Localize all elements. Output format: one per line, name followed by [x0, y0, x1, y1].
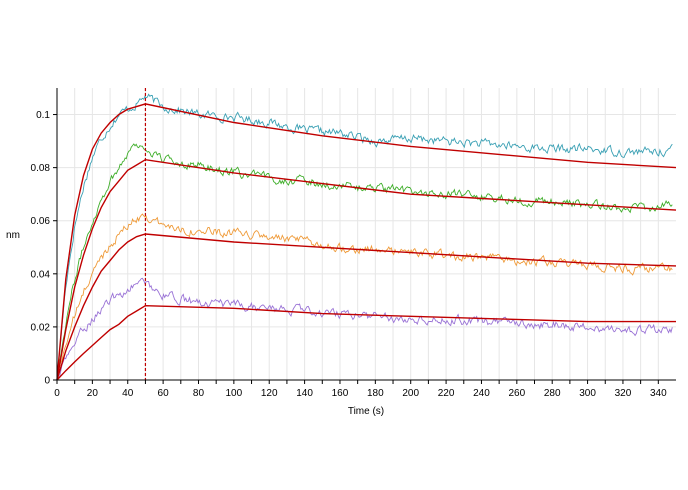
measured-trace: [56, 143, 673, 381]
y-tick-label: 0: [44, 376, 50, 387]
x-tick-label: 180: [367, 388, 384, 399]
x-tick-label: 300: [579, 388, 596, 399]
y-tick-label: 0.04: [31, 269, 51, 280]
fit-curve: [56, 233, 677, 381]
x-tick-label: 340: [650, 388, 667, 399]
fit-curve: [56, 103, 677, 381]
measured-trace: [56, 93, 673, 381]
x-tick-label: 240: [473, 388, 490, 399]
x-tick-label: 60: [158, 388, 170, 399]
y-tick-label: 0.08: [31, 163, 51, 174]
x-tick-label: 280: [544, 388, 561, 399]
x-tick-label: 260: [508, 388, 525, 399]
x-tick-label: 220: [438, 388, 455, 399]
fit-curves-group: [56, 103, 677, 381]
y-tick-label: 0.06: [31, 216, 51, 227]
x-tick-label: 0: [54, 388, 60, 399]
x-axis-title: Time (s): [348, 406, 384, 417]
fit-curve: [56, 158, 677, 381]
x-tick-label: 160: [332, 388, 349, 399]
measured-trace: [56, 277, 673, 381]
x-tick-label: 120: [261, 388, 278, 399]
x-tick-label: 80: [193, 388, 205, 399]
series-group: [56, 93, 673, 381]
x-tick-label: 40: [122, 388, 134, 399]
x-tick-label: 140: [296, 388, 313, 399]
fit-curve: [56, 304, 676, 381]
x-tick-label: 200: [402, 388, 419, 399]
y-axis-title: nm: [6, 230, 20, 241]
measured-trace: [56, 213, 673, 381]
grid: [57, 88, 676, 380]
x-tick-label: 320: [615, 388, 632, 399]
axes: 0 20 40 60 80 100 120 140 160 180 200 220 240 260 280 3…: [31, 88, 676, 399]
x-tick-label: 20: [87, 388, 99, 399]
y-tick-label: 0.1: [36, 110, 50, 121]
x-tick-label: 100: [226, 388, 243, 399]
y-tick-label: 0.02: [31, 322, 51, 333]
